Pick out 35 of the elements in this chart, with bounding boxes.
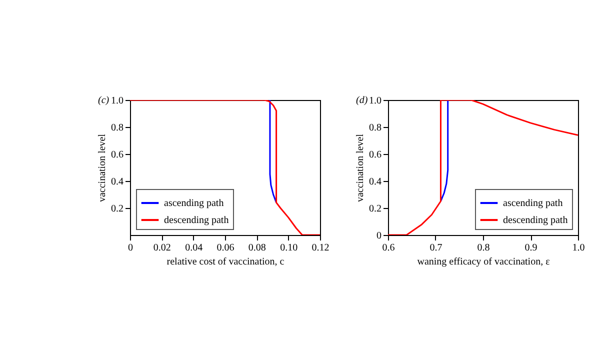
chart-title: (d) (356, 95, 368, 106)
x-axis-title: relative cost of vaccination, c (166, 256, 285, 268)
x-tick-label: 0.8 (477, 242, 490, 254)
y-tick-label: 0.8 (369, 122, 382, 134)
y-tick-label: 0.6 (369, 150, 382, 160)
legend-label: descending path (503, 215, 568, 226)
y-tick-label: 1.0 (111, 96, 124, 106)
x-tick-label: 0.6 (382, 242, 395, 254)
x-tick-label: 0.10 (280, 242, 298, 254)
y-tick-label: 1.0 (369, 96, 382, 106)
x-tick-label: 0.08 (248, 242, 266, 254)
y-axis-title: vaccination level (355, 134, 366, 202)
x-tick-label: 0 (128, 242, 133, 254)
x-axis-title: waning efficacy of vaccination, ε (417, 256, 550, 268)
y-axis-title: vaccination level (97, 134, 108, 202)
x-tick-label: 0.06 (216, 242, 234, 254)
legend-label: ascending path (503, 198, 563, 209)
line-series (269, 100, 278, 204)
x-tick-label: 0.04 (185, 242, 203, 254)
x-tick-label: 0.9 (524, 242, 538, 254)
legend-label: ascending path (164, 198, 224, 209)
y-tick-label: 0.4 (111, 176, 124, 188)
legend-label: descending path (164, 215, 229, 226)
x-tick-label: 0.12 (312, 242, 330, 254)
y-tick-label: 0.2 (369, 204, 382, 214)
x-tick-label: 1.0 (572, 242, 585, 254)
line-series (440, 100, 449, 202)
y-tick-label: 0.8 (111, 122, 124, 134)
y-tick-label: 0.6 (111, 150, 124, 160)
x-tick-label: 0.02 (153, 242, 171, 254)
y-tick-label: 0.2 (111, 204, 124, 214)
chart-title: (c) (98, 95, 110, 106)
x-tick-label: 0.7 (430, 242, 442, 254)
y-tick-label: 0.4 (369, 176, 382, 188)
y-tick-label: 0 (376, 230, 382, 242)
